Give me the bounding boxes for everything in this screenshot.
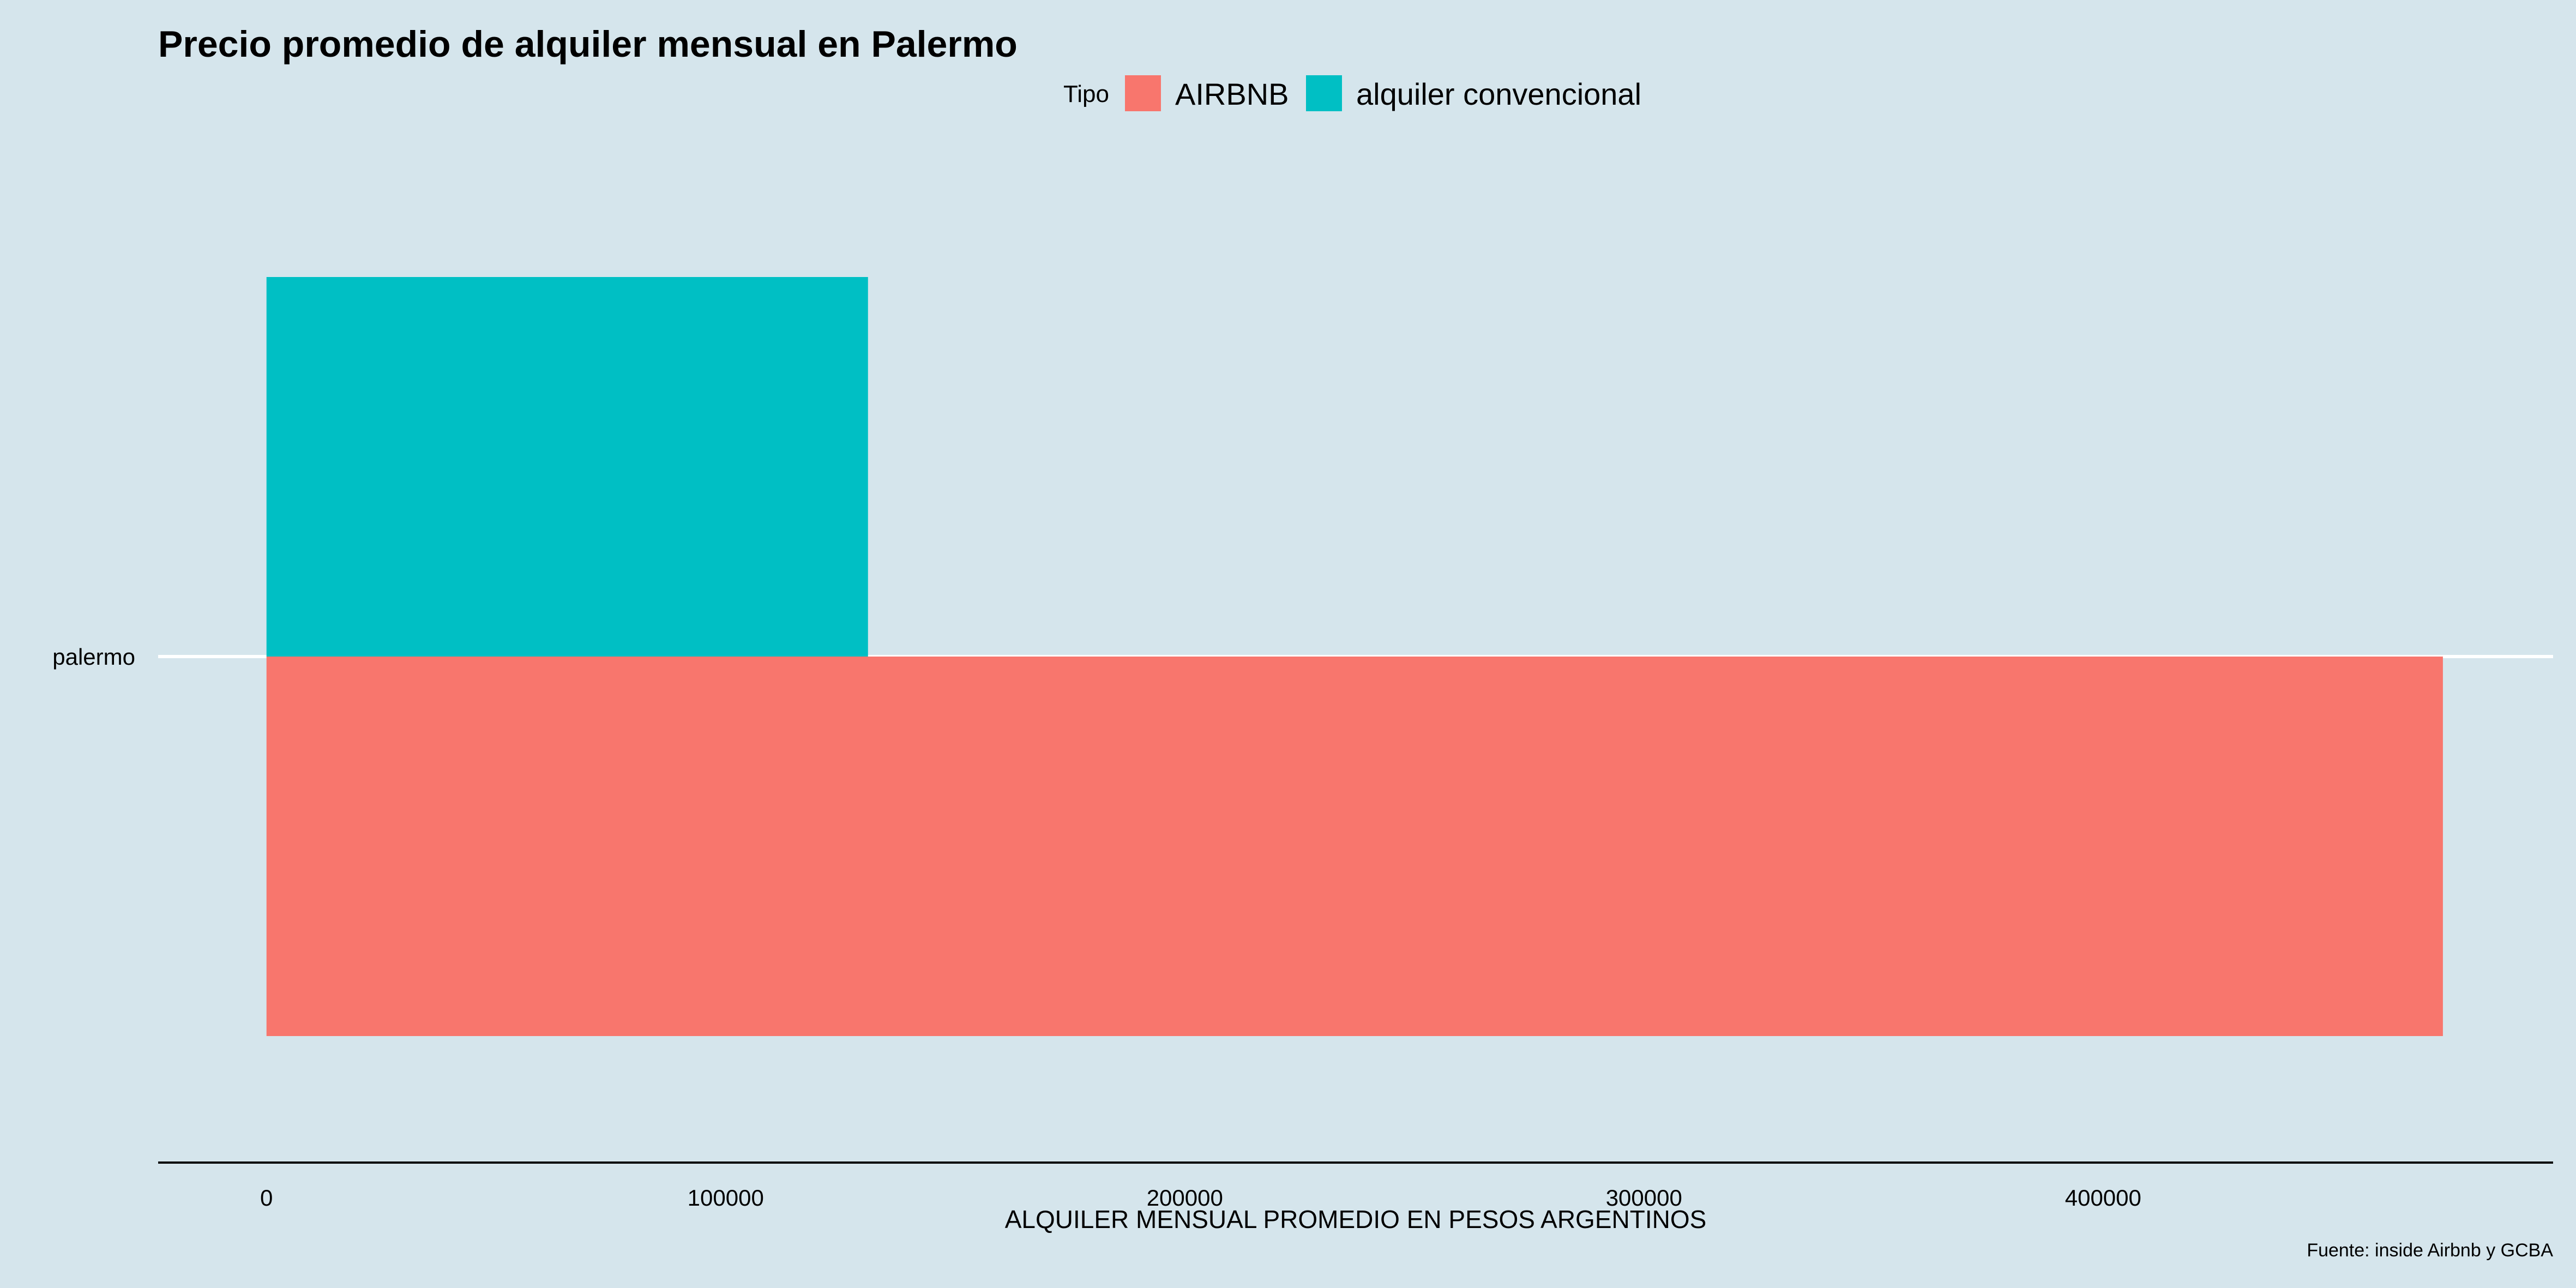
legend-key-alquiler-convencional: [1306, 75, 1342, 111]
x-tick-label: 300000: [1606, 1185, 1682, 1211]
x-ticks: 0 100000 200000 300000 400000: [260, 1185, 2141, 1211]
chart-title: Precio promedio de alquiler mensual en P…: [158, 23, 1018, 65]
legend: Tipo AIRBNB alquiler convencional: [1063, 75, 1641, 111]
bars: [266, 277, 2443, 1036]
y-tick-label-palermo: palermo: [52, 644, 135, 670]
x-tick-label: 200000: [1147, 1185, 1223, 1211]
x-axis-title: ALQUILER MENSUAL PROMEDIO EN PESOS ARGEN…: [1005, 1205, 1707, 1233]
legend-title: Tipo: [1063, 81, 1109, 107]
x-tick-label: 0: [260, 1185, 273, 1211]
chart-caption: Fuente: inside Airbnb y GCBA: [2307, 1240, 2553, 1261]
legend-label-airbnb: AIRBNB: [1175, 77, 1289, 111]
bar-alquiler-convencional: [266, 277, 868, 657]
legend-label-alquiler-convencional: alquiler convencional: [1356, 77, 1641, 111]
bar-airbnb: [266, 657, 2443, 1036]
x-tick-label: 100000: [688, 1185, 764, 1211]
x-tick-label: 400000: [2065, 1185, 2141, 1211]
legend-key-airbnb: [1125, 75, 1161, 111]
